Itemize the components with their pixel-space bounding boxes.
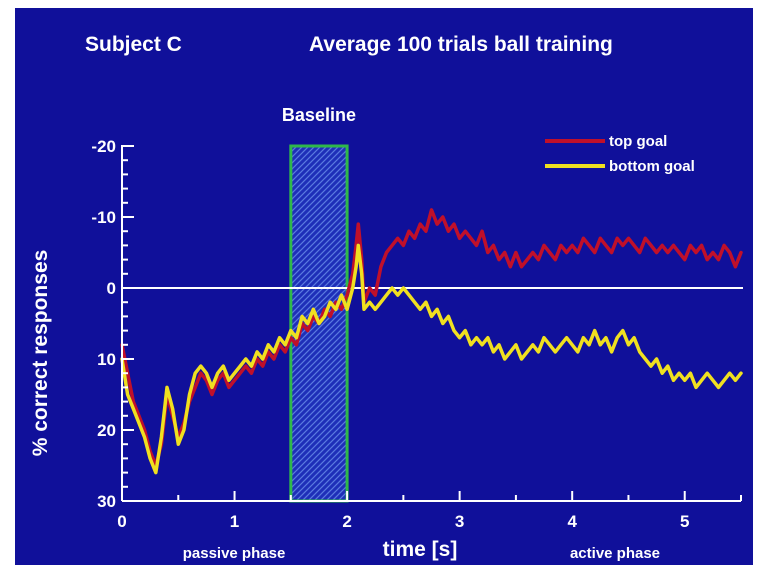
y-tick-label: -20 xyxy=(91,137,116,156)
active-phase-label: active phase xyxy=(570,545,660,562)
chart-panel: Subject C Average 100 trials ball traini… xyxy=(15,8,753,565)
series-line-top-goal xyxy=(120,208,743,468)
series-layer xyxy=(120,208,743,475)
axes xyxy=(121,145,741,502)
y-tick-label: 30 xyxy=(97,492,116,511)
y-tick-label: -10 xyxy=(91,208,116,227)
x-tick-label: 4 xyxy=(567,512,577,531)
x-tick-label: 0 xyxy=(117,512,126,531)
legend-label-top-goal: top goal xyxy=(609,133,667,150)
subject-label: Subject C xyxy=(85,33,182,56)
x-tick-label: 5 xyxy=(680,512,689,531)
x-tick-label: 2 xyxy=(342,512,351,531)
y-tick-label: 0 xyxy=(107,279,116,298)
legend-label-bottom-goal: bottom goal xyxy=(609,158,695,175)
x-tick-label: 1 xyxy=(230,512,239,531)
legend: top goal bottom goal xyxy=(545,133,695,175)
y-tick-label: 10 xyxy=(97,350,116,369)
passive-phase-label: passive phase xyxy=(183,545,286,562)
y-axis-label: % correct responses xyxy=(29,250,52,457)
x-tick-label: 3 xyxy=(455,512,464,531)
series-line-bottom-goal xyxy=(120,243,743,475)
x-axis-label: time [s] xyxy=(383,538,458,561)
baseline-label: Baseline xyxy=(282,105,356,125)
line-chart: Subject C Average 100 trials ball traini… xyxy=(29,33,743,562)
y-tick-label: 20 xyxy=(97,421,116,440)
chart-title: Average 100 trials ball training xyxy=(309,33,613,56)
